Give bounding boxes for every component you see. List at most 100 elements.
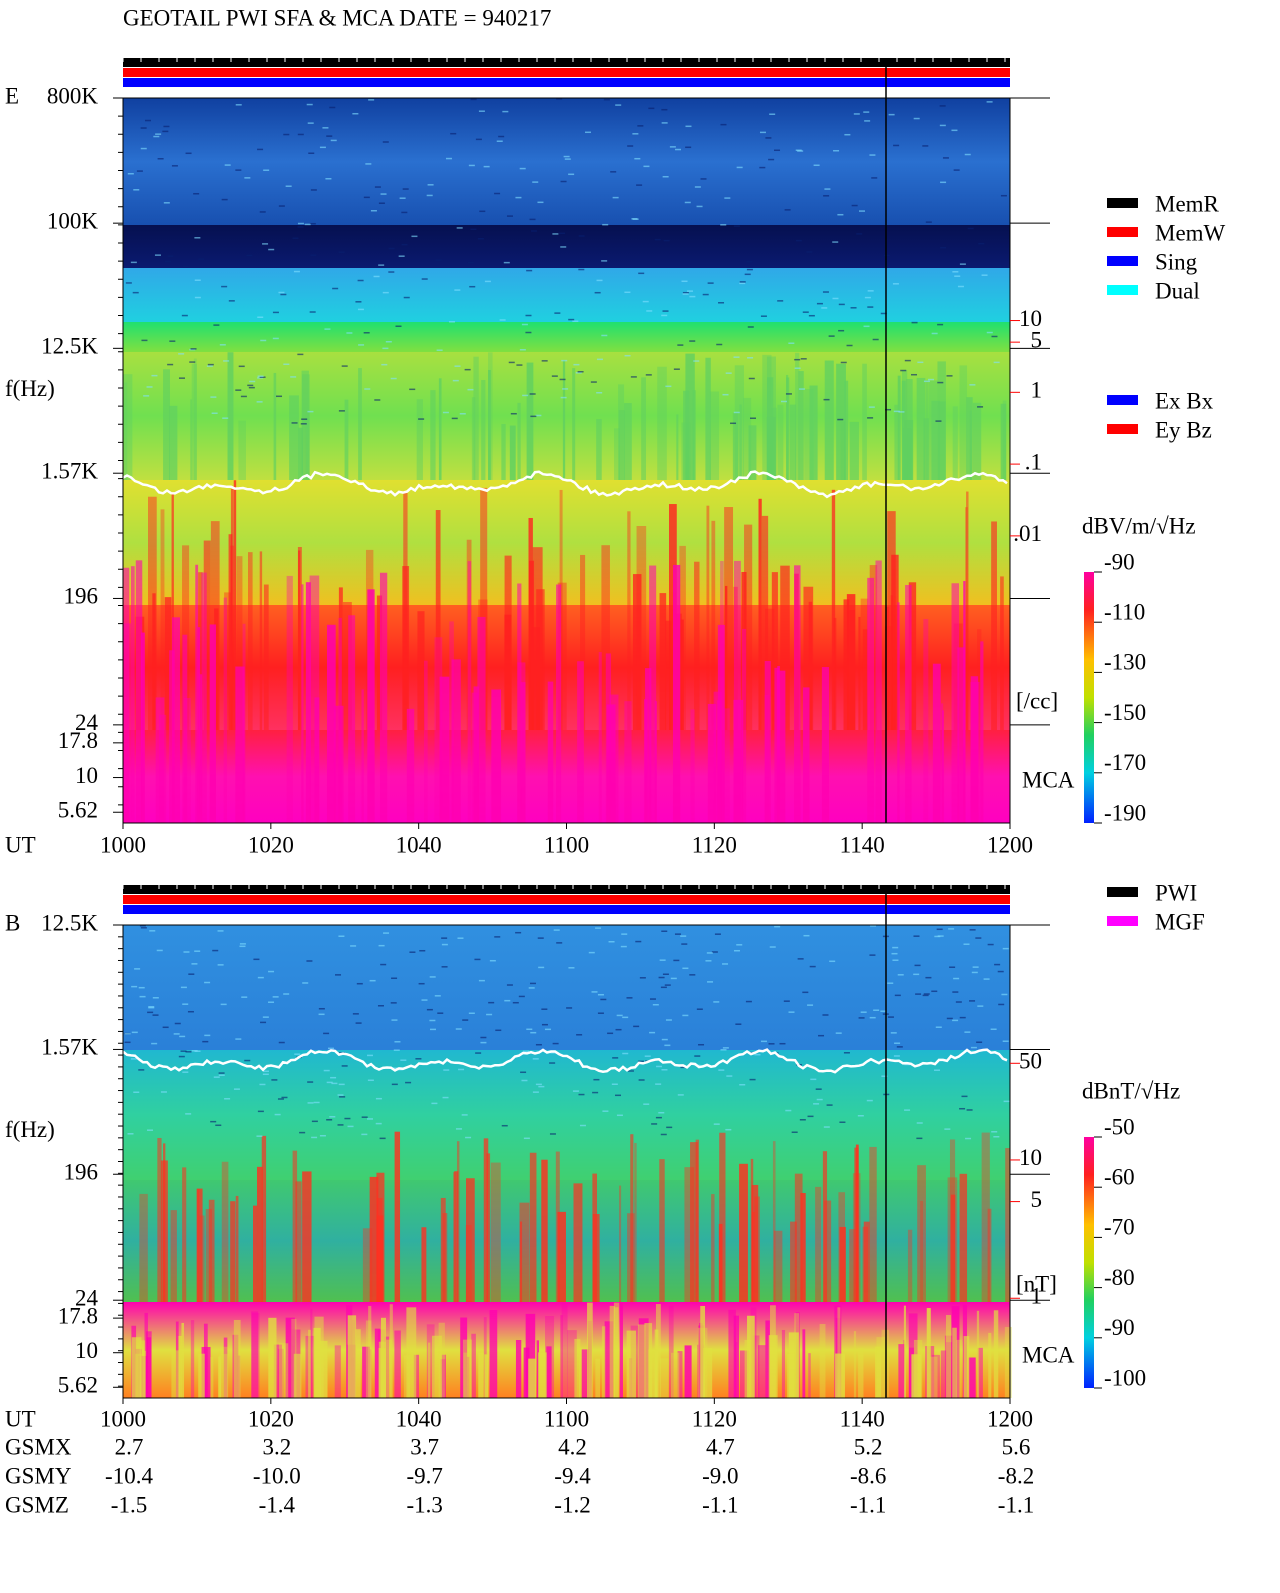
spectrum-streak	[261, 1135, 267, 1302]
spectrum-streak	[773, 1230, 783, 1302]
spectrum-streak	[908, 582, 917, 730]
spectrum-noise	[768, 158, 775, 161]
y-tick-label: 5.62	[58, 1373, 98, 1398]
spectrum-streak	[379, 572, 388, 823]
spectrum-noise	[388, 271, 395, 273]
spectrum-noise	[682, 967, 689, 970]
spectrum-noise	[724, 197, 731, 199]
spectrum-streak	[614, 428, 620, 480]
spectrum-streak	[606, 704, 616, 823]
spectrum-streak	[876, 1337, 887, 1398]
spectrum-noise	[572, 320, 579, 323]
spectrum-streak	[435, 510, 441, 730]
spectrum-noise	[977, 406, 984, 408]
spectrum-noise	[308, 152, 315, 154]
spectrum-streak	[238, 420, 246, 480]
spectrum-noise	[560, 246, 567, 248]
spectrum-noise	[374, 186, 381, 188]
spectrum-band	[123, 98, 1010, 225]
spectrum-noise	[281, 1096, 288, 1099]
spectrum-noise	[401, 211, 408, 214]
spectrum-streak	[273, 372, 277, 480]
spectrum-noise	[373, 275, 380, 278]
spectrum-noise	[366, 1054, 373, 1057]
spectrum-noise	[367, 1118, 374, 1120]
spectrum-noise	[326, 1081, 333, 1084]
spectrum-streak	[478, 1352, 484, 1398]
spectrum-streak	[672, 564, 681, 823]
spectrum-streak	[355, 1329, 361, 1398]
spectrum-streak	[491, 689, 502, 823]
spectrum-noise	[748, 377, 755, 380]
spectrum-noise	[568, 967, 575, 969]
spectrum-noise	[664, 1044, 671, 1047]
spectrum-noise	[213, 324, 220, 326]
spectrum-noise	[637, 1060, 644, 1063]
spectrum-streak	[764, 661, 771, 823]
spectrum-noise	[329, 106, 336, 109]
spectrum-streak	[741, 628, 747, 823]
spectrum-noise	[622, 1016, 629, 1019]
spectrum-streak	[376, 595, 383, 730]
spectrum-noise	[388, 247, 395, 250]
spectrum-streak	[473, 356, 479, 480]
spectrum-noise	[746, 268, 753, 271]
x-tick-label: 1000	[100, 1406, 146, 1431]
y-tick-label: 5.62	[58, 798, 98, 823]
spectrum-noise	[615, 104, 622, 106]
spectrum-noise	[390, 1002, 397, 1004]
spectrum-noise	[339, 1096, 346, 1098]
spectrum-noise	[204, 1034, 211, 1037]
spectrum-streak	[981, 1132, 990, 1302]
spectrum-noise	[204, 981, 211, 984]
spectrum-streak	[706, 505, 710, 730]
spectrum-noise	[538, 1085, 545, 1088]
spectrum-streak	[804, 389, 814, 480]
spectrum-noise	[779, 1042, 786, 1045]
spectrum-noise	[969, 1000, 976, 1002]
spectrum-streak	[439, 676, 450, 823]
spectrum-streak	[169, 650, 175, 823]
spectrum-noise	[521, 1079, 528, 1082]
spectrum-streak	[361, 689, 364, 823]
spectrum-streak	[423, 660, 428, 823]
spectrum-noise	[213, 1076, 220, 1078]
spectrum-streak	[940, 1350, 948, 1398]
spectrum-noise	[662, 310, 669, 312]
spectrum-streak	[230, 1201, 236, 1302]
spectrum-noise	[263, 169, 270, 171]
spectrum-noise	[795, 149, 802, 152]
spectrum-streak	[556, 584, 562, 823]
spectrum-noise	[283, 133, 290, 136]
spectrum-noise	[627, 145, 634, 147]
spectrum-noise	[442, 411, 449, 414]
spectrum-streak	[413, 1354, 420, 1398]
x-tick-label: 1040	[396, 1406, 442, 1431]
spectrum-noise	[915, 993, 922, 995]
spectrum-noise	[364, 388, 371, 390]
spectrum-streak	[541, 1159, 548, 1302]
spectrum-noise	[769, 946, 776, 948]
spectrum-noise	[451, 417, 458, 420]
spectrum-streak	[626, 1330, 636, 1398]
spectrum-noise	[421, 278, 428, 280]
spectrum-noise	[427, 184, 434, 186]
spectrum-noise	[181, 314, 188, 317]
x-axis-label: UT	[5, 832, 36, 857]
spectrum-noise	[326, 1119, 333, 1121]
spectrum-streak	[573, 1183, 583, 1302]
spectrum-noise	[151, 374, 158, 377]
spectrum-noise	[178, 377, 185, 379]
x-tick-label: 1020	[248, 832, 294, 857]
y-axis-label: f(Hz)	[5, 376, 55, 401]
spectrum-streak	[844, 380, 849, 480]
spectrum-noise	[365, 163, 372, 165]
spectrum-noise	[603, 98, 610, 101]
spectrum-noise	[489, 959, 496, 962]
spectrum-noise	[396, 1069, 403, 1071]
spectrum-noise	[221, 285, 228, 288]
spectrum-streak	[152, 593, 156, 730]
spectrum-streak	[649, 565, 657, 823]
spectrum-noise	[739, 1083, 746, 1086]
spectrum-noise	[217, 930, 224, 932]
